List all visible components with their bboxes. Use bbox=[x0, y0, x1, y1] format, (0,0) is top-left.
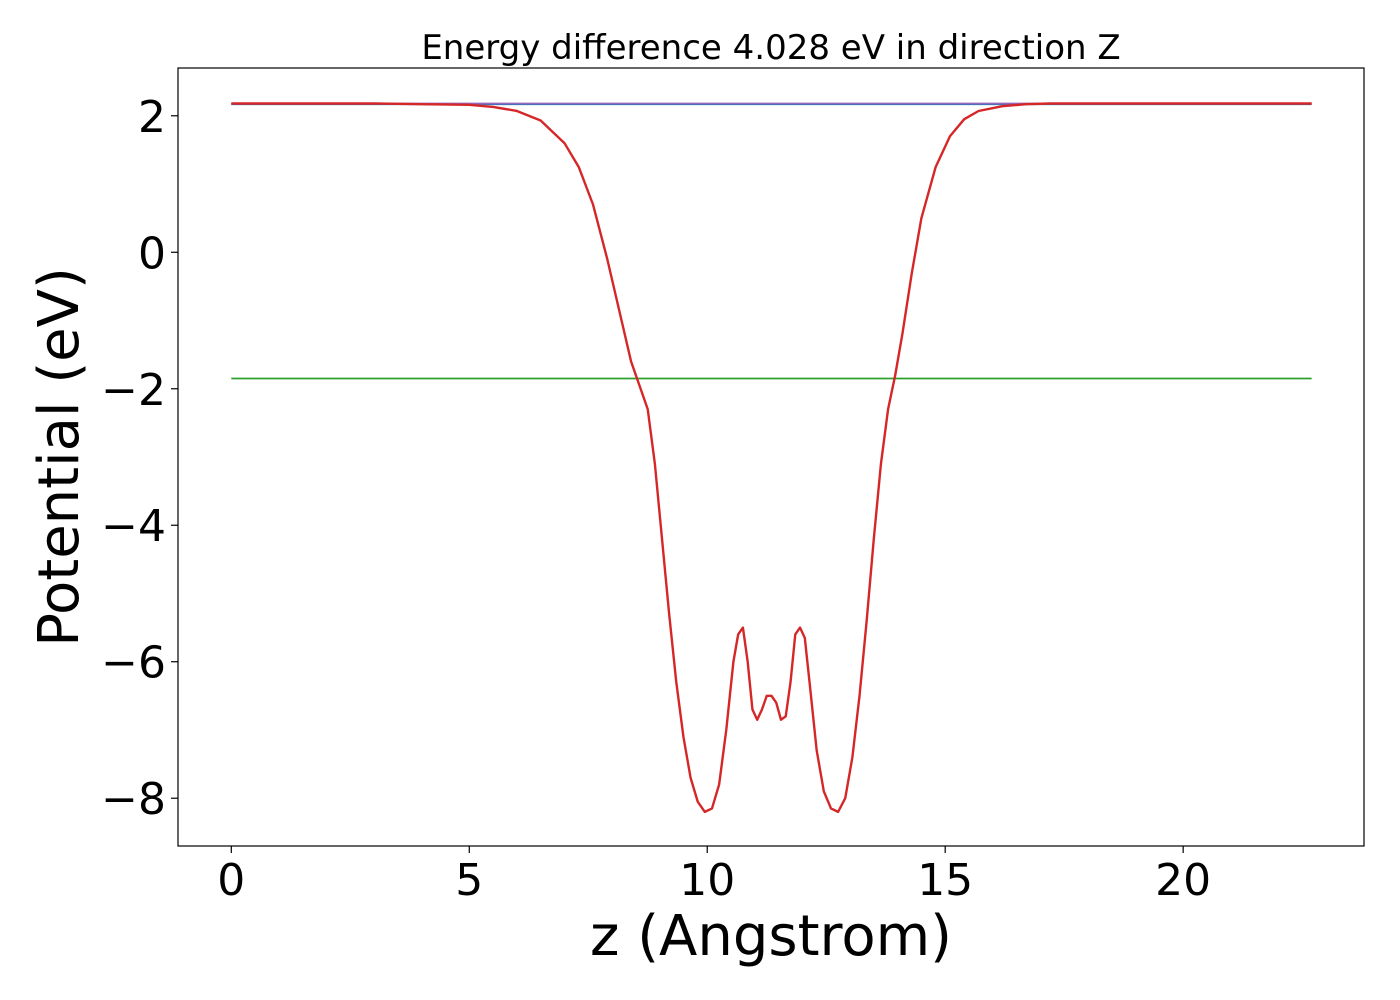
x-axis-label: z (Angstrom) bbox=[590, 904, 952, 969]
y-tick-label: −4 bbox=[101, 501, 166, 552]
chart-title: Energy difference 4.028 eV in direction … bbox=[421, 28, 1120, 68]
y-tick-label: −8 bbox=[101, 774, 166, 825]
series-line-4 bbox=[231, 102, 1312, 814]
y-tick-label: 0 bbox=[138, 228, 166, 279]
y-tick-label: −2 bbox=[101, 365, 166, 416]
x-tick-label: 10 bbox=[679, 855, 735, 906]
x-tick-label: 5 bbox=[455, 855, 483, 906]
x-tick-label: 15 bbox=[917, 855, 973, 906]
plot-area bbox=[231, 102, 1312, 814]
y-axis-label: Potential (eV) bbox=[27, 267, 92, 647]
axes-frame bbox=[177, 67, 1365, 847]
y-tick-label: −6 bbox=[101, 638, 166, 689]
axis-ticks: 0 5 10 15 20 −8 −6 −4 −2 0 2 bbox=[101, 92, 1211, 906]
x-tick-label: 20 bbox=[1155, 855, 1211, 906]
y-tick-label: 2 bbox=[138, 92, 166, 143]
x-tick-label: 0 bbox=[217, 855, 245, 906]
